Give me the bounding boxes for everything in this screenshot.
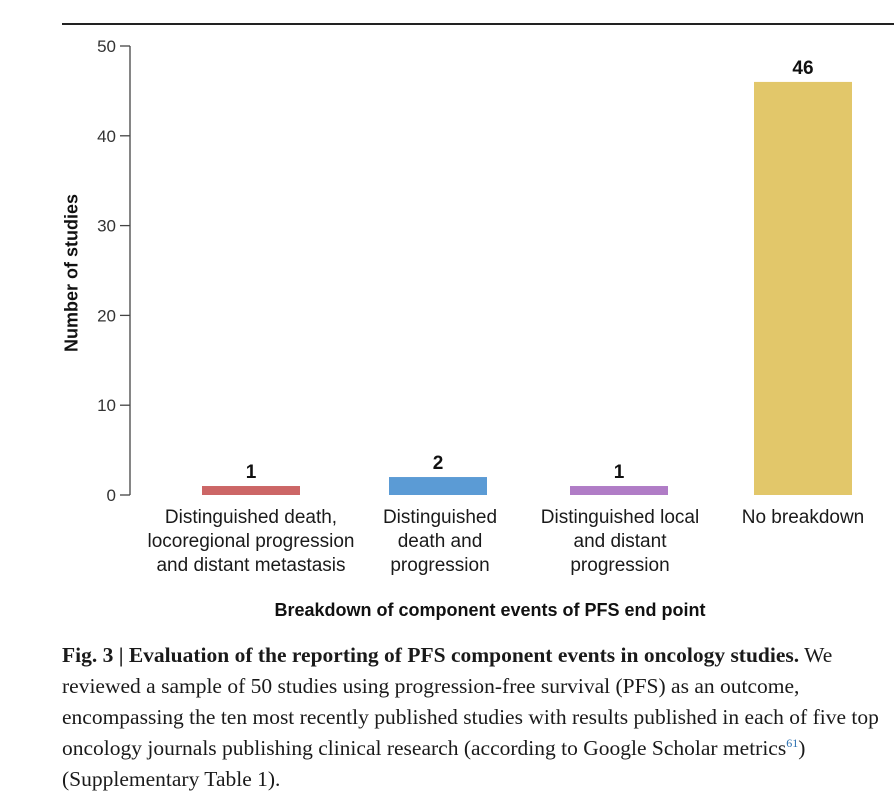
data-label-3: 1 [614,462,625,483]
caption-text-end: ) (Supplementary Table 1). [62,736,806,791]
y-tick-label: 10 [97,396,116,415]
x-axis-title: Breakdown of component events of PFS end… [274,600,706,620]
y-axis: 0 10 20 30 40 50 [97,37,131,505]
bar-4 [754,81,852,496]
y-tick-label: 20 [97,306,116,325]
y-tick-label: 40 [97,127,116,146]
category-label-2: Distinguished death and progression [382,507,498,576]
bar-3 [570,486,668,495]
category-label-3: Distinguished local and distant progress… [540,507,700,576]
y-tick-label: 30 [97,217,116,236]
category-label-1: Distinguished death, locoregional progre… [147,507,355,576]
category-label-4: No breakdown [741,507,865,528]
data-labels: 1 2 1 46 [246,58,814,483]
top-rule [62,23,894,25]
bar-2 [389,477,487,495]
figure-caption: Fig. 3 | Evaluation of the reporting of … [62,640,882,795]
y-axis-title: Number of studies [61,193,82,353]
y-tick-label: 50 [97,37,116,56]
bars [202,81,852,496]
data-label-2: 2 [433,453,444,474]
caption-reference: 61 [786,735,799,750]
caption-text: We reviewed a sample of 50 studies using… [62,643,879,760]
bar-chart: 0 10 20 30 40 50 1 2 1 46 [97,37,852,505]
bar-1 [202,486,300,495]
data-label-4: 46 [792,58,813,79]
data-label-1: 1 [246,462,257,483]
y-tick-label: 0 [107,486,116,505]
caption-title: Fig. 3 | Evaluation of the reporting of … [62,643,800,667]
